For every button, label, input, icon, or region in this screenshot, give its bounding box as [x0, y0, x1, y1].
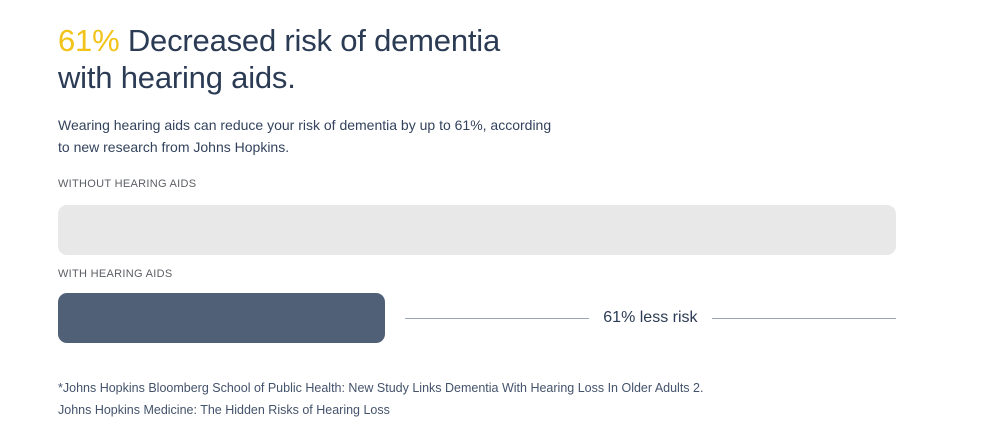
annotation-left-rule: [404, 317, 590, 319]
headline-percentage-highlight: 61%: [58, 23, 120, 58]
bar-row-with: 61% less risk: [58, 293, 896, 343]
bar-without-hearing-aids: [58, 205, 896, 255]
annotation-text: 61% less risk: [603, 309, 698, 326]
risk-bar-chart: WITHOUT HEARING AIDS WITH HEARING AIDS 6…: [58, 177, 896, 343]
spacer: [58, 255, 896, 267]
bar-label-without-hearing-aids: WITHOUT HEARING AIDS: [58, 178, 197, 190]
bar-label-with-hearing-aids: WITH HEARING AIDS: [58, 268, 173, 280]
footnote-line-2: Johns Hopkins Medicine: The Hidden Risks…: [58, 403, 390, 417]
bar-track-without: [58, 205, 896, 255]
headline-line2-text: with hearing aids.: [58, 60, 296, 95]
footnotes: *Johns Hopkins Bloomberg School of Publi…: [58, 377, 1000, 421]
footnote-line-1: *Johns Hopkins Bloomberg School of Publi…: [58, 381, 704, 395]
bar-with-hearing-aids: [58, 293, 385, 343]
annotation-right-rule: [711, 317, 896, 319]
less-risk-annotation: 61% less risk: [404, 308, 896, 328]
subtitle-text: Wearing hearing aids can reduce your ris…: [58, 117, 552, 155]
page-title: 61% Decreased risk of dementia with hear…: [58, 22, 658, 96]
headline-line1-text: Decreased risk of dementia: [127, 23, 501, 58]
